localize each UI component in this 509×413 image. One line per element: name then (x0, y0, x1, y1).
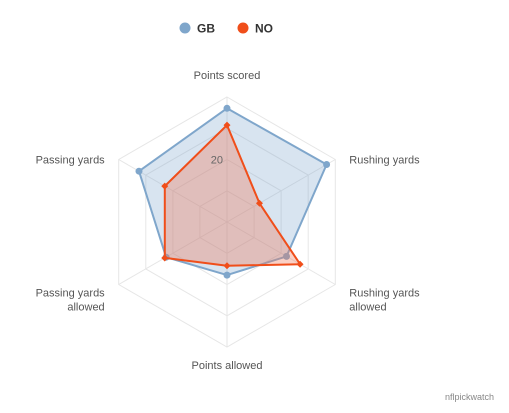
data-point (255, 199, 263, 207)
data-point (223, 104, 231, 112)
legend-marker-no (237, 22, 249, 34)
legend-marker-gb (179, 22, 191, 34)
data-point (135, 167, 143, 175)
legend: GB NO (179, 22, 273, 36)
data-point (296, 260, 304, 268)
axis-label-line: Rushing yards (349, 288, 420, 300)
axis-label: Points allowed (192, 360, 263, 372)
grid-spoke (226, 221, 336, 285)
grid-spoke (118, 221, 228, 285)
axis-label-line: Passing yards (36, 155, 106, 167)
axis-label-line: allowed (349, 302, 386, 314)
axis-label-line: Rushing yards (349, 155, 420, 167)
axis-label-line: Points scored (194, 70, 261, 82)
axis-label: Passing yards (36, 155, 106, 167)
data-point (223, 271, 231, 279)
tick-label: 20 (211, 155, 223, 167)
data-point (161, 182, 169, 190)
axis-label: Passing yards allowed (36, 288, 106, 314)
series-layer (135, 104, 331, 279)
legend-label-gb: GB (197, 22, 215, 36)
grid-spoke (226, 159, 336, 223)
data-point (323, 161, 331, 168)
axis-label-line: Points allowed (192, 360, 263, 372)
axis-label: Points scored (194, 70, 261, 82)
data-point (161, 254, 169, 262)
axis-label-line: Passing yards (36, 288, 106, 300)
legend-label-no: NO (255, 22, 273, 36)
data-point (223, 121, 231, 129)
axis-label: Rushing yards (349, 155, 420, 167)
data-point (283, 252, 290, 260)
axis-label: Rushing yards allowed (349, 288, 420, 314)
credit-text: nflpickwatch (445, 392, 494, 402)
axis-label-line: allowed (67, 302, 104, 314)
data-point (223, 262, 231, 270)
